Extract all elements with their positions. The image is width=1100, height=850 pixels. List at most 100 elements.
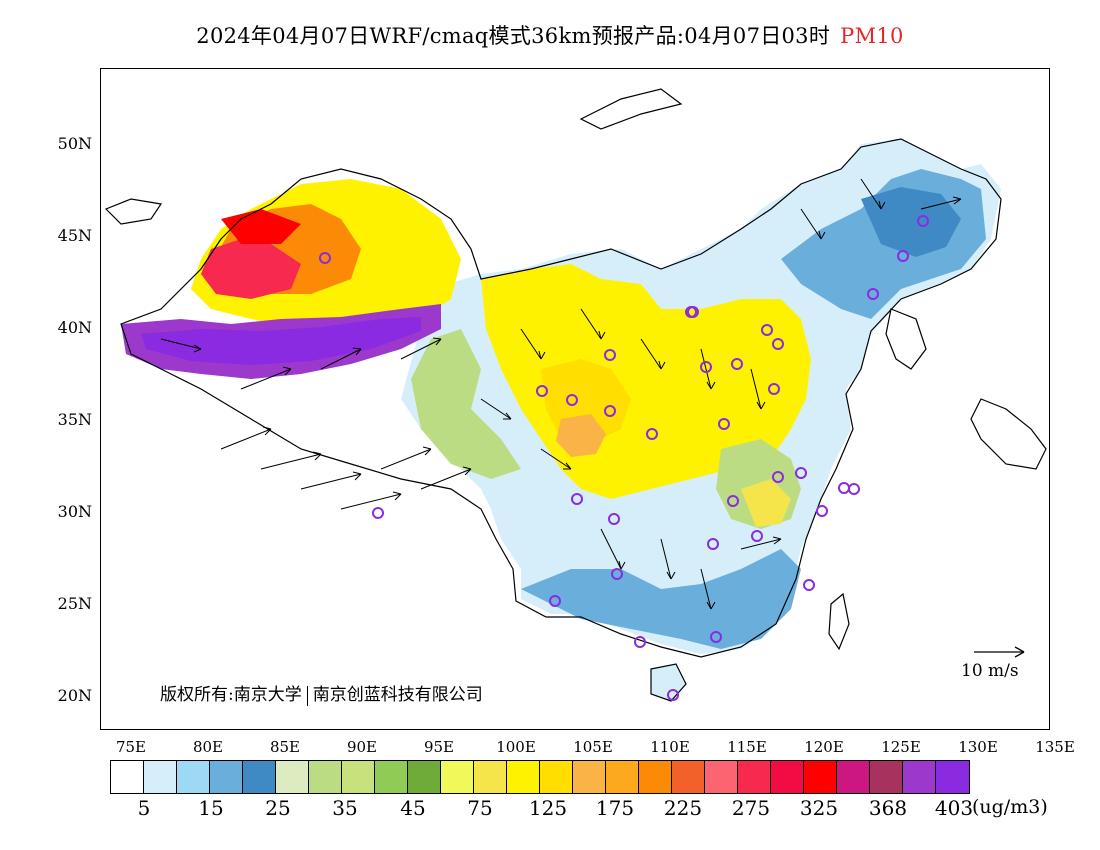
wind-arrow bbox=[320, 347, 362, 370]
wind-arrow bbox=[920, 196, 962, 210]
station-marker bbox=[608, 513, 620, 525]
station-marker bbox=[566, 394, 578, 406]
colorbar-swatch bbox=[111, 761, 144, 793]
colorbar-legend bbox=[110, 760, 970, 794]
longitude-label: 80E bbox=[192, 738, 224, 756]
colorbar-label: 35 bbox=[332, 796, 358, 820]
longitude-label: 120E bbox=[804, 738, 844, 756]
wind-arrow bbox=[700, 568, 716, 610]
longitude-label: 125E bbox=[881, 738, 921, 756]
station-marker bbox=[571, 493, 583, 505]
station-marker bbox=[838, 482, 850, 494]
colorbar-swatch bbox=[738, 761, 771, 793]
longitude-label: 75E bbox=[115, 738, 147, 756]
station-marker bbox=[848, 483, 860, 495]
station-marker bbox=[917, 215, 929, 227]
station-markers bbox=[319, 215, 929, 701]
map-drawing bbox=[104, 88, 1047, 702]
concentration-fields bbox=[121, 139, 1001, 701]
wind-arrow bbox=[300, 471, 362, 490]
wind-arrow bbox=[520, 328, 546, 360]
field-tarim-core bbox=[141, 317, 421, 365]
colorbar-swatch bbox=[837, 761, 870, 793]
colorbar-label: 45 bbox=[400, 796, 426, 820]
colorbar-swatch bbox=[144, 761, 177, 793]
station-marker bbox=[772, 338, 784, 350]
colorbar-label: 325 bbox=[799, 796, 839, 820]
colorbar-swatch bbox=[804, 761, 837, 793]
field-south-blue bbox=[521, 549, 801, 649]
station-marker bbox=[897, 250, 909, 262]
colorbar-swatch bbox=[573, 761, 606, 793]
colorbar-swatch bbox=[936, 761, 969, 793]
concentration-map bbox=[100, 68, 1050, 730]
latitude-label: 25N bbox=[57, 594, 92, 613]
colorbar-swatch bbox=[639, 761, 672, 793]
colorbar-swatch bbox=[177, 761, 210, 793]
china-outline bbox=[120, 138, 1002, 658]
colorbar-swatch bbox=[507, 761, 540, 793]
colorbar-swatch bbox=[375, 761, 408, 793]
wind-arrow bbox=[540, 448, 572, 470]
latitude-label: 40N bbox=[57, 318, 92, 337]
station-marker bbox=[634, 636, 646, 648]
wind-arrow bbox=[640, 338, 666, 370]
latitude-label: 50N bbox=[57, 134, 92, 153]
wind-arrow bbox=[740, 536, 782, 550]
longitude-label: 100E bbox=[496, 738, 536, 756]
wind-arrow bbox=[480, 398, 512, 420]
land-outlines bbox=[104, 88, 1047, 702]
station-marker bbox=[319, 252, 331, 264]
station-marker bbox=[549, 595, 561, 607]
copyright-notice: 版权所有:南京大学 南京创蓝科技有限公司 bbox=[160, 680, 483, 706]
colorbar-swatch bbox=[771, 761, 804, 793]
colorbar-label: 125 bbox=[528, 796, 568, 820]
longitude-label: 110E bbox=[650, 738, 690, 756]
hainan-outline bbox=[650, 663, 687, 702]
latitude-label: 30N bbox=[57, 502, 92, 521]
station-marker bbox=[768, 383, 780, 395]
colorbar-swatch bbox=[474, 761, 507, 793]
wind-arrow bbox=[860, 178, 886, 210]
colorbar-label: 403 bbox=[934, 796, 974, 820]
colorbar-label: 5 bbox=[137, 796, 151, 820]
colorbar-swatch bbox=[540, 761, 573, 793]
japan-outline bbox=[970, 398, 1047, 470]
wind-arrow bbox=[220, 426, 272, 450]
colorbar-swatch bbox=[606, 761, 639, 793]
latitude-label: 45N bbox=[57, 226, 92, 245]
station-marker bbox=[604, 349, 616, 361]
field-tibet-green bbox=[411, 329, 521, 479]
wind-arrow bbox=[380, 446, 432, 470]
station-marker bbox=[646, 428, 658, 440]
longitude-label: 95E bbox=[423, 738, 455, 756]
latitude-label: 35N bbox=[57, 410, 92, 429]
wind-arrow bbox=[420, 466, 472, 490]
wind-arrow bbox=[400, 337, 442, 360]
wind-arrow bbox=[660, 538, 676, 580]
colorbar-swatch bbox=[441, 761, 474, 793]
wind-arrow bbox=[340, 491, 402, 510]
colorbar-unit: (ug/m3) bbox=[972, 796, 1048, 818]
station-marker bbox=[867, 288, 879, 300]
station-marker bbox=[710, 631, 722, 643]
colorbar-swatch bbox=[903, 761, 936, 793]
station-marker bbox=[667, 689, 679, 701]
field-xinjiang-red bbox=[201, 239, 301, 299]
station-marker bbox=[611, 568, 623, 580]
wind-arrow bbox=[240, 366, 292, 390]
colorbar-swatch bbox=[309, 761, 342, 793]
field-east-yellow bbox=[741, 479, 791, 527]
colorbar-swatch bbox=[342, 761, 375, 793]
copyright-company: 南京创蓝科技有限公司 bbox=[312, 685, 483, 705]
colorbar-swatch bbox=[705, 761, 738, 793]
longitude-label: 90E bbox=[346, 738, 378, 756]
field-north-xinjiang-red bbox=[221, 209, 301, 244]
colorbar-swatch bbox=[672, 761, 705, 793]
colorbar-label: 25 bbox=[265, 796, 291, 820]
colorbar-label: 75 bbox=[467, 796, 493, 820]
station-marker bbox=[803, 579, 815, 591]
station-marker bbox=[707, 538, 719, 550]
wind-arrow bbox=[580, 308, 606, 340]
station-marker bbox=[604, 405, 616, 417]
